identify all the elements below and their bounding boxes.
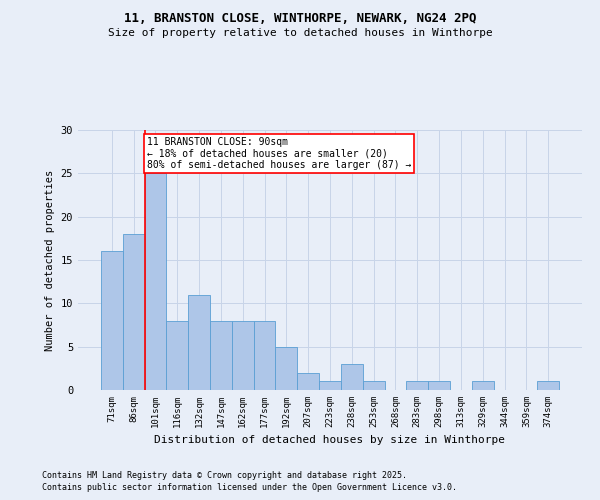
Text: Contains HM Land Registry data © Crown copyright and database right 2025.: Contains HM Land Registry data © Crown c… bbox=[42, 471, 407, 480]
Bar bbox=[275, 346, 297, 390]
Bar bbox=[341, 364, 363, 390]
Bar bbox=[363, 382, 385, 390]
Bar bbox=[254, 320, 275, 390]
X-axis label: Distribution of detached houses by size in Winthorpe: Distribution of detached houses by size … bbox=[155, 436, 505, 446]
Text: Contains public sector information licensed under the Open Government Licence v3: Contains public sector information licen… bbox=[42, 484, 457, 492]
Bar bbox=[319, 382, 341, 390]
Bar bbox=[145, 174, 166, 390]
Bar bbox=[123, 234, 145, 390]
Text: Size of property relative to detached houses in Winthorpe: Size of property relative to detached ho… bbox=[107, 28, 493, 38]
Text: 11, BRANSTON CLOSE, WINTHORPE, NEWARK, NG24 2PQ: 11, BRANSTON CLOSE, WINTHORPE, NEWARK, N… bbox=[124, 12, 476, 26]
Bar bbox=[210, 320, 232, 390]
Bar bbox=[232, 320, 254, 390]
Bar bbox=[101, 252, 123, 390]
Y-axis label: Number of detached properties: Number of detached properties bbox=[45, 170, 55, 350]
Bar bbox=[406, 382, 428, 390]
Bar bbox=[297, 372, 319, 390]
Bar bbox=[472, 382, 494, 390]
Bar bbox=[166, 320, 188, 390]
Text: 11 BRANSTON CLOSE: 90sqm
← 18% of detached houses are smaller (20)
80% of semi-d: 11 BRANSTON CLOSE: 90sqm ← 18% of detach… bbox=[147, 137, 411, 170]
Bar bbox=[188, 294, 210, 390]
Bar bbox=[537, 382, 559, 390]
Bar bbox=[428, 382, 450, 390]
